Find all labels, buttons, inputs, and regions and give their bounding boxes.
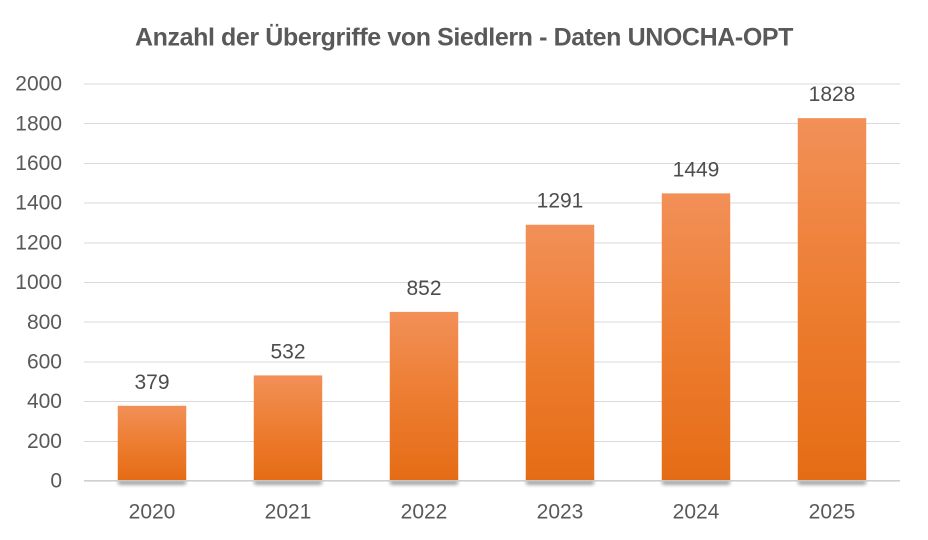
svg-text:0: 0 [50,470,62,493]
svg-text:1800: 1800 [15,112,62,135]
svg-text:200: 200 [27,430,62,453]
svg-text:2020: 2020 [129,500,176,523]
svg-text:1828: 1828 [809,83,856,106]
svg-text:1000: 1000 [15,271,62,294]
svg-text:379: 379 [134,371,169,394]
svg-text:2022: 2022 [401,500,448,523]
svg-text:1400: 1400 [15,192,62,215]
svg-text:532: 532 [270,340,305,363]
svg-text:2021: 2021 [265,500,312,523]
svg-text:Anzahl der Übergriffe von Sied: Anzahl der Übergriffe von Siedlern - Dat… [135,22,793,51]
svg-text:800: 800 [27,311,62,334]
svg-text:1449: 1449 [673,158,720,181]
svg-text:1291: 1291 [537,190,584,213]
svg-text:852: 852 [406,277,441,300]
svg-text:2000: 2000 [15,73,62,96]
svg-text:600: 600 [27,351,62,374]
svg-text:2023: 2023 [537,500,584,523]
svg-text:2024: 2024 [673,500,720,523]
svg-text:2025: 2025 [809,500,856,523]
svg-text:400: 400 [27,390,62,413]
svg-text:1600: 1600 [15,152,62,175]
svg-text:1200: 1200 [15,231,62,254]
